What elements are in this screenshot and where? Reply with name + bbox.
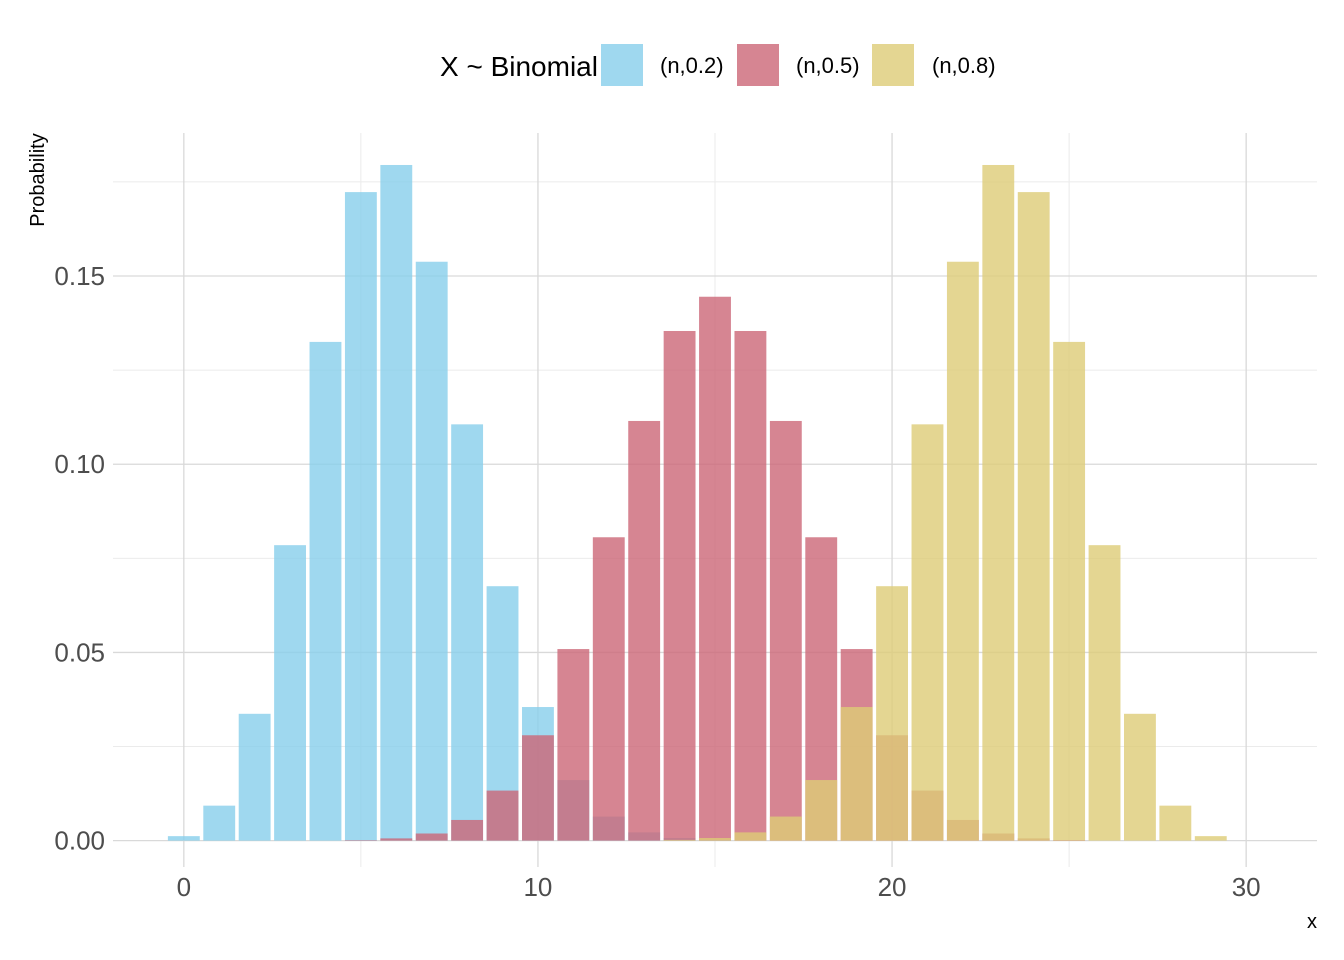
y-tick-label: 0.15 <box>54 261 105 291</box>
bar-p08 <box>734 832 767 841</box>
bar-p05 <box>769 420 802 841</box>
y-tick-label: 0.00 <box>54 826 105 856</box>
bar-p02 <box>415 261 448 841</box>
legend-label-p08: (n,0.8) <box>932 53 996 78</box>
bar-p08 <box>876 586 908 841</box>
bar-p02 <box>451 424 484 841</box>
bar-p08 <box>769 816 802 841</box>
bar-p08 <box>1194 836 1227 841</box>
bar-p05 <box>699 296 731 841</box>
legend: X ~ Binomial (n,0.2) (n,0.5) (n,0.8) <box>440 44 996 86</box>
bar-p08 <box>1159 805 1192 841</box>
bar-p08 <box>946 261 979 841</box>
bar-p02 <box>380 164 413 841</box>
bar-p02 <box>203 805 236 841</box>
bar-p05 <box>557 649 590 841</box>
bar-p02 <box>167 836 200 841</box>
tick-labels: 0 10 20 30 0.00 0.05 0.10 0.15 <box>54 261 1260 902</box>
bar-p08 <box>840 707 873 841</box>
bar-p05 <box>734 330 767 841</box>
bar-p05 <box>522 735 554 841</box>
x-axis-title: x <box>1307 911 1317 933</box>
bar-p02 <box>274 545 306 841</box>
x-tick-label: 10 <box>523 872 552 902</box>
legend-label-p02: (n,0.2) <box>660 53 724 78</box>
bar-p08 <box>982 164 1015 841</box>
bar-p05 <box>628 420 661 841</box>
bar-p08 <box>1124 713 1156 841</box>
bar-p08 <box>805 780 838 841</box>
bar-p02 <box>344 192 377 841</box>
bar-p02 <box>238 713 271 841</box>
bar-p08 <box>1053 341 1086 841</box>
bar-p05 <box>486 790 519 841</box>
bar-p05 <box>380 838 413 841</box>
bar-p05 <box>415 833 448 841</box>
bars <box>167 164 1227 841</box>
legend-swatch-p08 <box>872 44 914 86</box>
bar-p02 <box>309 341 342 841</box>
legend-swatch-p05 <box>737 44 779 86</box>
legend-title: X ~ Binomial <box>440 51 598 82</box>
y-tick-label: 0.05 <box>54 637 105 667</box>
bar-p08 <box>1088 545 1121 841</box>
bar-p05 <box>592 537 625 841</box>
bar-p05 <box>451 819 484 841</box>
y-axis-title: Probability <box>27 133 49 226</box>
bar-p05 <box>663 330 696 841</box>
legend-swatch-p02 <box>601 44 643 86</box>
x-tick-label: 20 <box>878 872 907 902</box>
bar-p05 <box>344 840 377 841</box>
x-tick-label: 0 <box>177 872 191 902</box>
bar-p08 <box>663 839 696 841</box>
bar-p08 <box>911 424 944 841</box>
legend-label-p05: (n,0.5) <box>796 53 860 78</box>
bar-p08 <box>1017 192 1050 841</box>
x-tick-label: 30 <box>1232 872 1261 902</box>
y-tick-label: 0.10 <box>54 449 105 479</box>
bar-p08 <box>699 838 731 841</box>
